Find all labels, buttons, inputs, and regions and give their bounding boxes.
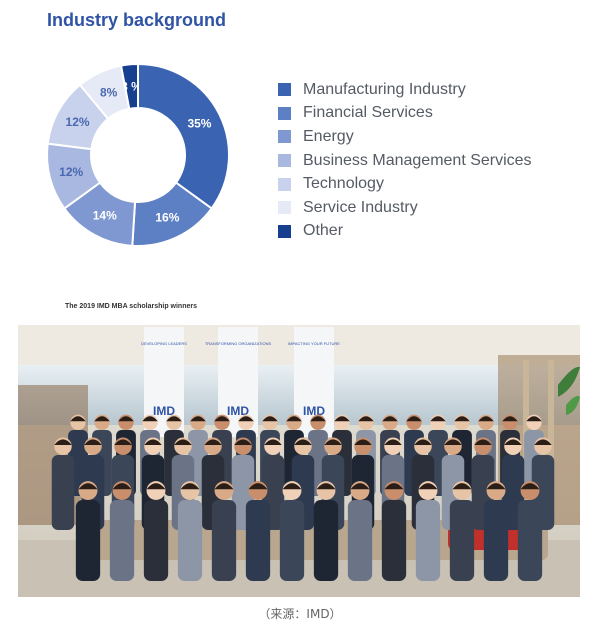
slice-label: 8% <box>100 86 118 100</box>
legend-swatch <box>278 83 291 97</box>
donut-slice <box>78 64 131 121</box>
legend-swatch <box>278 201 291 215</box>
legend-item: Other <box>278 220 532 244</box>
imd-logo: IMD <box>303 404 325 418</box>
imd-logo: IMD <box>153 404 175 418</box>
legend-item: Energy <box>278 125 532 149</box>
legend-label: Manufacturing Industry <box>303 80 466 98</box>
slice-label: 12% <box>66 115 90 129</box>
legend-item: Technology <box>278 172 532 196</box>
legend-swatch <box>278 154 291 168</box>
chart-legend: Manufacturing Industry Financial Service… <box>278 78 532 243</box>
legend-label: Financial Services <box>303 104 433 122</box>
legend-item: Manufacturing Industry <box>278 78 532 102</box>
slice-label: 16% <box>155 210 179 224</box>
group-photo: DEVELOPING LEADERS TRANSFORMING ORGANIZA… <box>18 325 580 597</box>
banner-text: IMPACTING YOUR FUTURE <box>288 341 340 346</box>
slice-label: 35% <box>187 117 211 131</box>
source-note: （来源：IMD） <box>258 607 342 621</box>
legend-label: Energy <box>303 127 354 145</box>
legend-label: Service Industry <box>303 198 418 216</box>
legend-item: Business Management Services <box>278 149 532 173</box>
legend-label: Other <box>303 222 344 240</box>
legend-swatch <box>278 130 291 144</box>
photo-caption: The 2019 IMD MBA scholarship winners <box>65 303 197 310</box>
donut-chart: 3 %35%16%14%12%12%8% <box>46 62 230 247</box>
donut-slice <box>137 62 230 210</box>
chart-title: Industry background <box>47 10 227 30</box>
legend-item: Service Industry <box>278 196 532 220</box>
imd-logo: IMD <box>227 404 249 418</box>
legend-swatch <box>278 177 291 191</box>
slice-label: 12% <box>59 165 83 179</box>
banner-text: TRANSFORMING ORGANIZATIONS <box>205 341 272 346</box>
legend-label: Technology <box>303 175 384 193</box>
legend-swatch <box>278 106 291 120</box>
legend-item: Financial Services <box>278 102 532 126</box>
legend-label: Business Management Services <box>303 151 532 169</box>
slice-label: 14% <box>93 208 117 222</box>
banner-text: DEVELOPING LEADERS <box>141 341 187 346</box>
legend-swatch <box>278 224 291 238</box>
